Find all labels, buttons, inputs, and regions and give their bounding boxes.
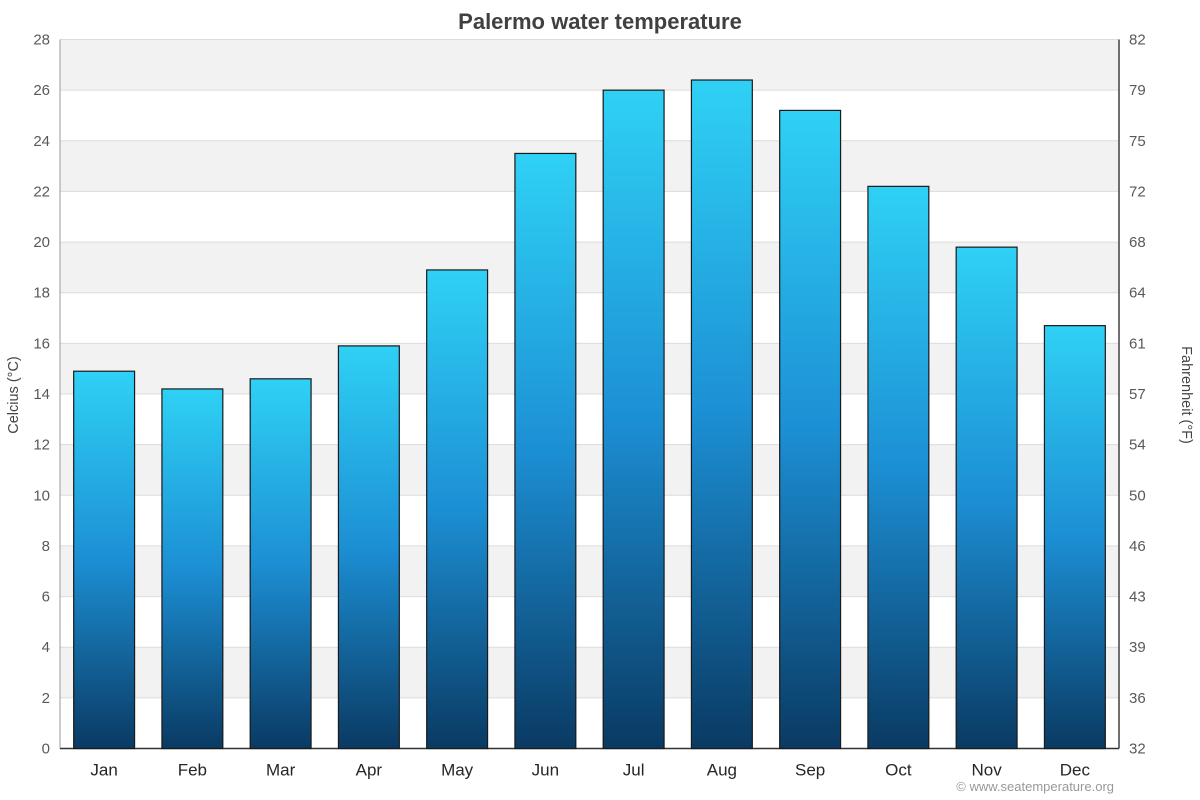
svg-text:75: 75 — [1129, 133, 1146, 150]
svg-text:Feb: Feb — [178, 761, 207, 780]
svg-text:46: 46 — [1129, 538, 1146, 555]
svg-text:0: 0 — [42, 741, 50, 758]
svg-text:18: 18 — [33, 285, 50, 302]
svg-text:2: 2 — [42, 690, 50, 707]
svg-text:22: 22 — [33, 183, 50, 200]
svg-text:Sep: Sep — [795, 761, 825, 780]
svg-text:Fahrenheit (°F): Fahrenheit (°F) — [1178, 346, 1194, 444]
svg-text:Apr: Apr — [356, 761, 383, 780]
svg-text:4: 4 — [42, 639, 50, 656]
svg-text:64: 64 — [1129, 285, 1146, 302]
svg-text:36: 36 — [1129, 690, 1146, 707]
svg-text:57: 57 — [1129, 386, 1146, 403]
svg-text:20: 20 — [33, 234, 50, 251]
svg-text:72: 72 — [1129, 183, 1146, 200]
svg-text:Mar: Mar — [266, 761, 296, 780]
svg-text:Oct: Oct — [885, 761, 912, 780]
svg-text:10: 10 — [33, 487, 50, 504]
svg-text:8: 8 — [42, 538, 50, 555]
svg-text:79: 79 — [1129, 82, 1146, 99]
svg-text:May: May — [441, 761, 474, 780]
svg-text:Aug: Aug — [707, 761, 737, 780]
svg-text:54: 54 — [1129, 437, 1146, 454]
svg-text:© www.seatemperature.org: © www.seatemperature.org — [956, 779, 1114, 794]
svg-text:39: 39 — [1129, 639, 1146, 656]
svg-text:32: 32 — [1129, 741, 1146, 758]
svg-text:24: 24 — [33, 133, 50, 150]
svg-text:Nov: Nov — [972, 761, 1003, 780]
svg-text:Dec: Dec — [1060, 761, 1091, 780]
svg-text:68: 68 — [1129, 234, 1146, 251]
svg-text:12: 12 — [33, 437, 50, 454]
svg-text:Jun: Jun — [532, 761, 559, 780]
svg-text:43: 43 — [1129, 589, 1146, 606]
svg-text:Celcius (°C): Celcius (°C) — [6, 356, 22, 434]
svg-text:61: 61 — [1129, 335, 1146, 352]
svg-text:50: 50 — [1129, 487, 1146, 504]
svg-text:16: 16 — [33, 335, 50, 352]
svg-text:6: 6 — [42, 589, 50, 606]
svg-text:Jan: Jan — [90, 761, 117, 780]
svg-text:26: 26 — [33, 82, 50, 99]
svg-text:Jul: Jul — [623, 761, 645, 780]
svg-text:14: 14 — [33, 386, 50, 403]
